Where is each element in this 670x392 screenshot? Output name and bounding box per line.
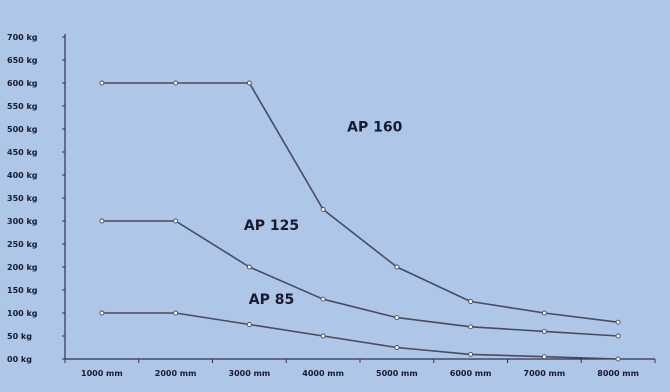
series-group (99, 80, 621, 362)
y-tick-label: 150 kg (7, 286, 38, 295)
data-point-ap-160 (320, 207, 326, 212)
data-point-ap-85 (615, 356, 621, 362)
x-tick-label: 6000 mm (450, 369, 492, 378)
data-point-ap-85 (394, 345, 400, 350)
data-point-ap-85 (541, 354, 547, 360)
data-point-ap-125 (320, 296, 326, 302)
series-label-ap-160: AP 160 (347, 119, 402, 135)
y-tick-label: 100 kg (7, 309, 38, 318)
series-line-ap-160 (101, 82, 619, 323)
y-tick-label: 350 kg (7, 194, 38, 203)
series-label-ap-125: AP 125 (244, 218, 299, 234)
data-point-ap-125 (173, 218, 179, 224)
data-point-ap-125 (468, 324, 474, 330)
y-tick-label: 300 kg (7, 217, 38, 226)
data-point-ap-160 (173, 80, 179, 86)
y-tick-label: 450 kg (7, 148, 38, 157)
y-tick-label: 550 kg (7, 102, 38, 111)
data-point-ap-125 (615, 333, 621, 339)
x-tick-label: 8000 mm (597, 369, 639, 378)
y-tick-label: 500 kg (7, 125, 38, 134)
x-tick-label: 4000 mm (302, 369, 344, 378)
data-point-ap-85 (468, 351, 474, 357)
data-point-ap-160 (468, 299, 474, 304)
data-point-ap-85 (173, 310, 179, 316)
data-point-ap-160 (615, 319, 621, 325)
data-point-ap-160 (99, 80, 105, 86)
x-tick-label: 2000 mm (155, 369, 197, 378)
y-tick-label: 200 kg (7, 263, 38, 272)
data-point-ap-85 (99, 310, 105, 316)
y-tick-label: 600 kg (7, 79, 38, 88)
x-tick-label: 3000 mm (229, 369, 271, 378)
data-point-ap-85 (320, 333, 326, 339)
x-tick-label: 7000 mm (524, 369, 566, 378)
series-line-ap-85 (101, 312, 619, 360)
data-point-ap-125 (541, 328, 547, 334)
y-tick-label: 400 kg (7, 171, 38, 180)
y-tick-label: 50 kg (7, 332, 32, 341)
y-tick-label: 650 kg (7, 56, 38, 65)
x-tick-label: 5000 mm (376, 369, 418, 378)
data-point-ap-160 (394, 264, 400, 270)
series-labels: AP 160 AP 125 AP 85 (244, 119, 403, 307)
data-point-ap-125 (246, 264, 252, 270)
y-tick-label: 00 kg (7, 355, 32, 364)
data-point-ap-125 (394, 315, 400, 321)
y-ticks: 00 kg 50 kg 100 kg 150 kg 200 kg 250 kg 300 kg… (7, 33, 65, 364)
data-point-ap-160 (541, 310, 547, 316)
series-line-ap-125 (101, 220, 619, 337)
y-tick-label: 700 kg (7, 33, 38, 42)
data-point-ap-85 (246, 322, 252, 327)
y-tick-label: 250 kg (7, 240, 38, 249)
x-ticks: 1000 mm 2000 mm 3000 mm 4000 mm 5000 mm 6000 … (64, 359, 656, 378)
x-tick-label: 1000 mm (81, 369, 123, 378)
series-label-ap-85: AP 85 (249, 292, 294, 308)
data-point-ap-160 (246, 80, 252, 86)
data-point-ap-125 (99, 218, 105, 224)
